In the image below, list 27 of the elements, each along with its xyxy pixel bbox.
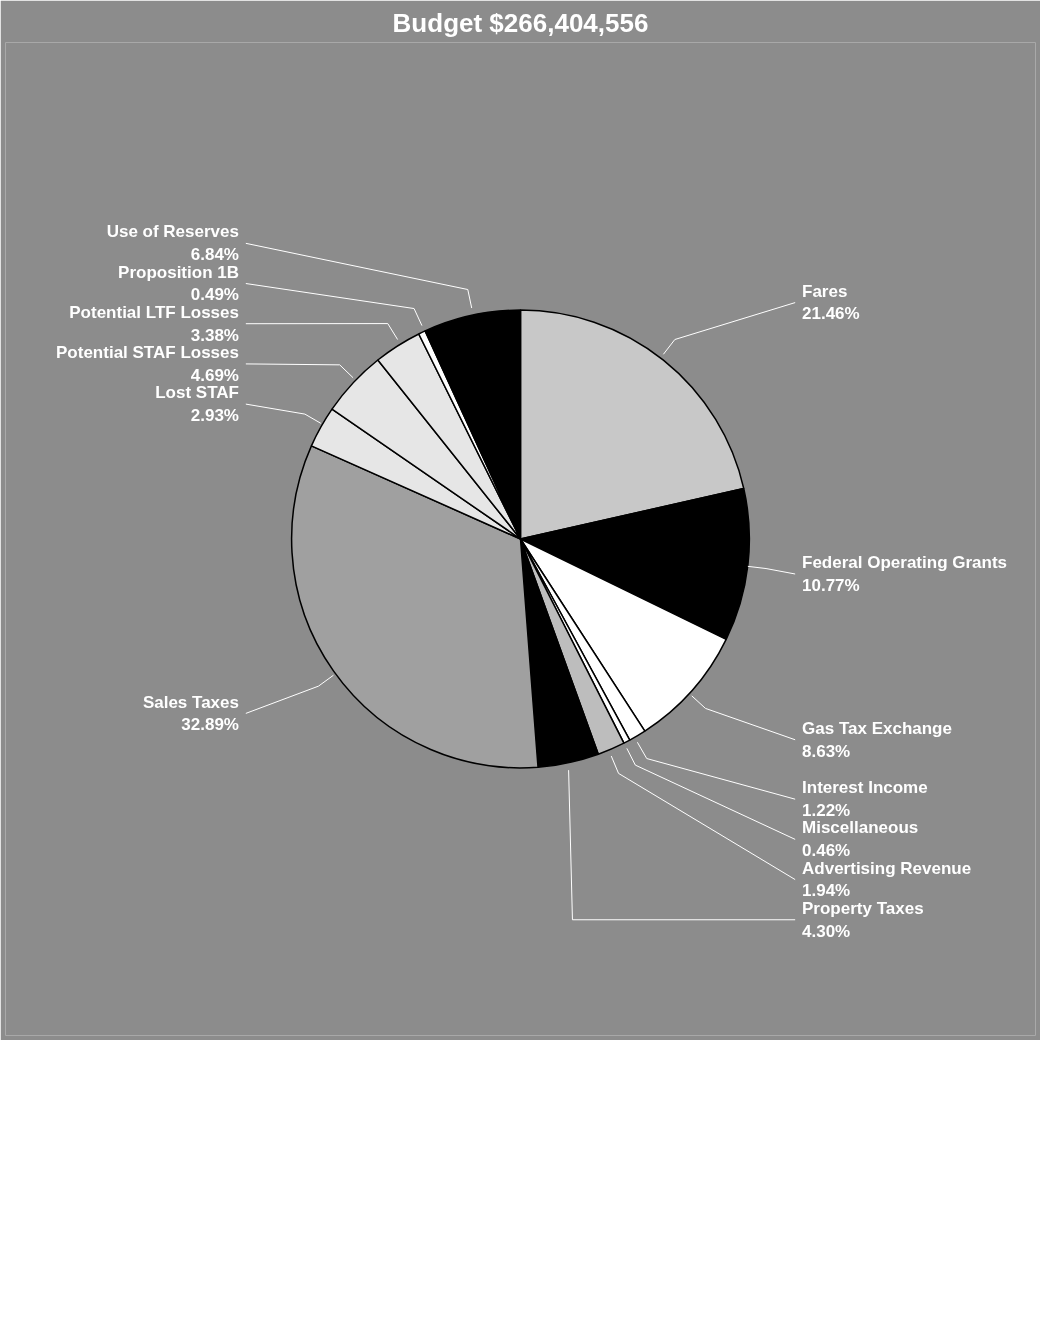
data-label: 1.94% [802, 881, 851, 901]
data-label: 32.89% [181, 715, 239, 735]
slice-label: Gas Tax Exchange [802, 718, 952, 738]
data-label: 6.84% [190, 245, 239, 265]
data-label: 4.69% [190, 365, 239, 385]
data-label: 0.46% [802, 841, 851, 861]
data-label: 1.22% [802, 801, 851, 821]
slice-label: Interest Income [802, 778, 928, 798]
slice-label: Fares [802, 281, 848, 301]
data-label: 2.93% [190, 406, 239, 425]
data-label: 4.30% [802, 921, 851, 941]
slice-label: Federal Operating Grants [802, 553, 1008, 573]
chart-title: Budget $266,404,556 [392, 7, 649, 38]
slice-label: Advertising Revenue [802, 858, 972, 878]
slice-label: Potential LTF Losses [69, 302, 239, 322]
slice-label: Lost STAF [155, 383, 239, 403]
slice-label: Proposition 1B [118, 262, 239, 282]
data-label: 0.49% [190, 285, 239, 305]
data-label: 3.38% [190, 325, 239, 345]
slice-label: Potential STAF Losses [56, 343, 239, 363]
slice-label: Miscellaneous [802, 818, 919, 838]
slice-label: Property Taxes [802, 898, 924, 918]
slice-label: Use of Reserves [106, 222, 239, 242]
data-label: 10.77% [802, 575, 860, 595]
data-label: 21.46% [802, 304, 860, 324]
slice-label: Sales Taxes [142, 692, 239, 712]
data-label: 8.63% [802, 741, 851, 761]
